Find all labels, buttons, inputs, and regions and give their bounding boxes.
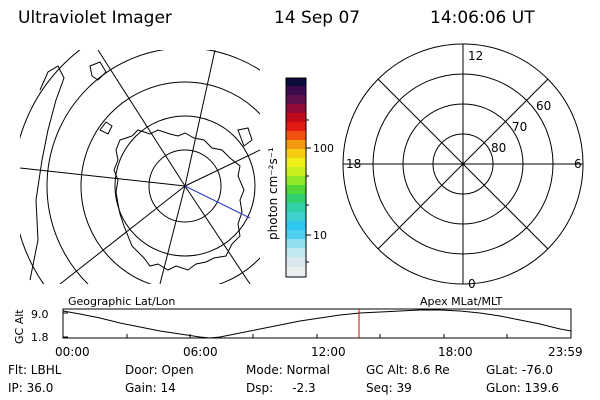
geographic-map [20,50,260,284]
time-label: 14:06:06 UT [430,8,535,28]
altitude-curve [62,309,572,339]
meridian-line [59,185,186,284]
right-map-subtitle: Apex MLat/MLT [420,295,503,308]
satellite-track [184,185,251,219]
colorbar [285,77,311,278]
altitude-xtick-0000: 00:00 [55,345,90,359]
lat-circle [148,149,222,223]
altitude-plot-frame [62,308,572,339]
altitude-xtick-1800: 18:00 [438,345,473,359]
left-map-subtitle: Geographic Lat/Lon [68,295,175,308]
status-gain: Gain: 14 [125,381,176,395]
altitude-xtick-0600: 06:00 [183,345,218,359]
status-glon: GLon: 139.6 [486,381,559,395]
colorbar-unit-label: photon cm⁻²s⁻¹ [266,147,280,240]
polar-mlt-plot [342,43,584,285]
mlat-label-70: 70 [512,120,527,134]
mlat-label-60: 60 [536,99,551,113]
polar-diagonal [377,78,549,250]
lat-circle [114,115,256,257]
altitude-plot [62,308,572,339]
coastline-fragment [237,127,253,147]
mlt-label-12: 12 [468,49,483,63]
colorbar-tick-100: 100 [313,142,334,155]
lat-circle [80,81,260,284]
altitude-ytick-bottom: 1.8 [31,331,49,344]
status-door: Door: Open [125,363,194,377]
mlat-label-80: 80 [491,141,506,155]
altitude-ytick-top: 9.0 [31,308,49,321]
status-glat: GLat: -76.0 [486,363,553,377]
mlt-label-18: 18 [346,157,361,171]
instrument-title: Ultraviolet Imager [18,8,172,28]
coastline-fragment [89,61,107,81]
status-mode: Mode: Normal [246,363,330,377]
altitude-xtick-1200: 12:00 [311,345,346,359]
meridian-line [159,185,186,284]
status-gc-alt: GC Alt: 8.6 Re [366,363,450,377]
colorbar-tick-10: 10 [313,229,327,242]
meridian-line [20,167,186,187]
mlt-label-0: 0 [468,277,476,291]
status-seq: Seq: 39 [366,381,412,395]
mlt-label-6: 6 [574,157,582,171]
status-dsp: Dsp: -2.3 [246,381,316,395]
antarctica-coastline [113,129,245,271]
altitude-xtick-2359: 23:59 [548,345,583,359]
coastline-fragment [29,65,65,281]
status-ip: IP: 36.0 [8,381,54,395]
meridian-line [184,185,251,284]
status-filter: Flt: LBHL [8,363,62,377]
meridian-line [184,149,260,187]
meridian-line [184,50,216,187]
lat-circle [46,50,260,284]
meridian-line [97,50,186,187]
coastline-fragment [99,121,113,135]
date-label: 14 Sep 07 [274,8,361,28]
altitude-ylabel: GC Alt [13,309,26,344]
